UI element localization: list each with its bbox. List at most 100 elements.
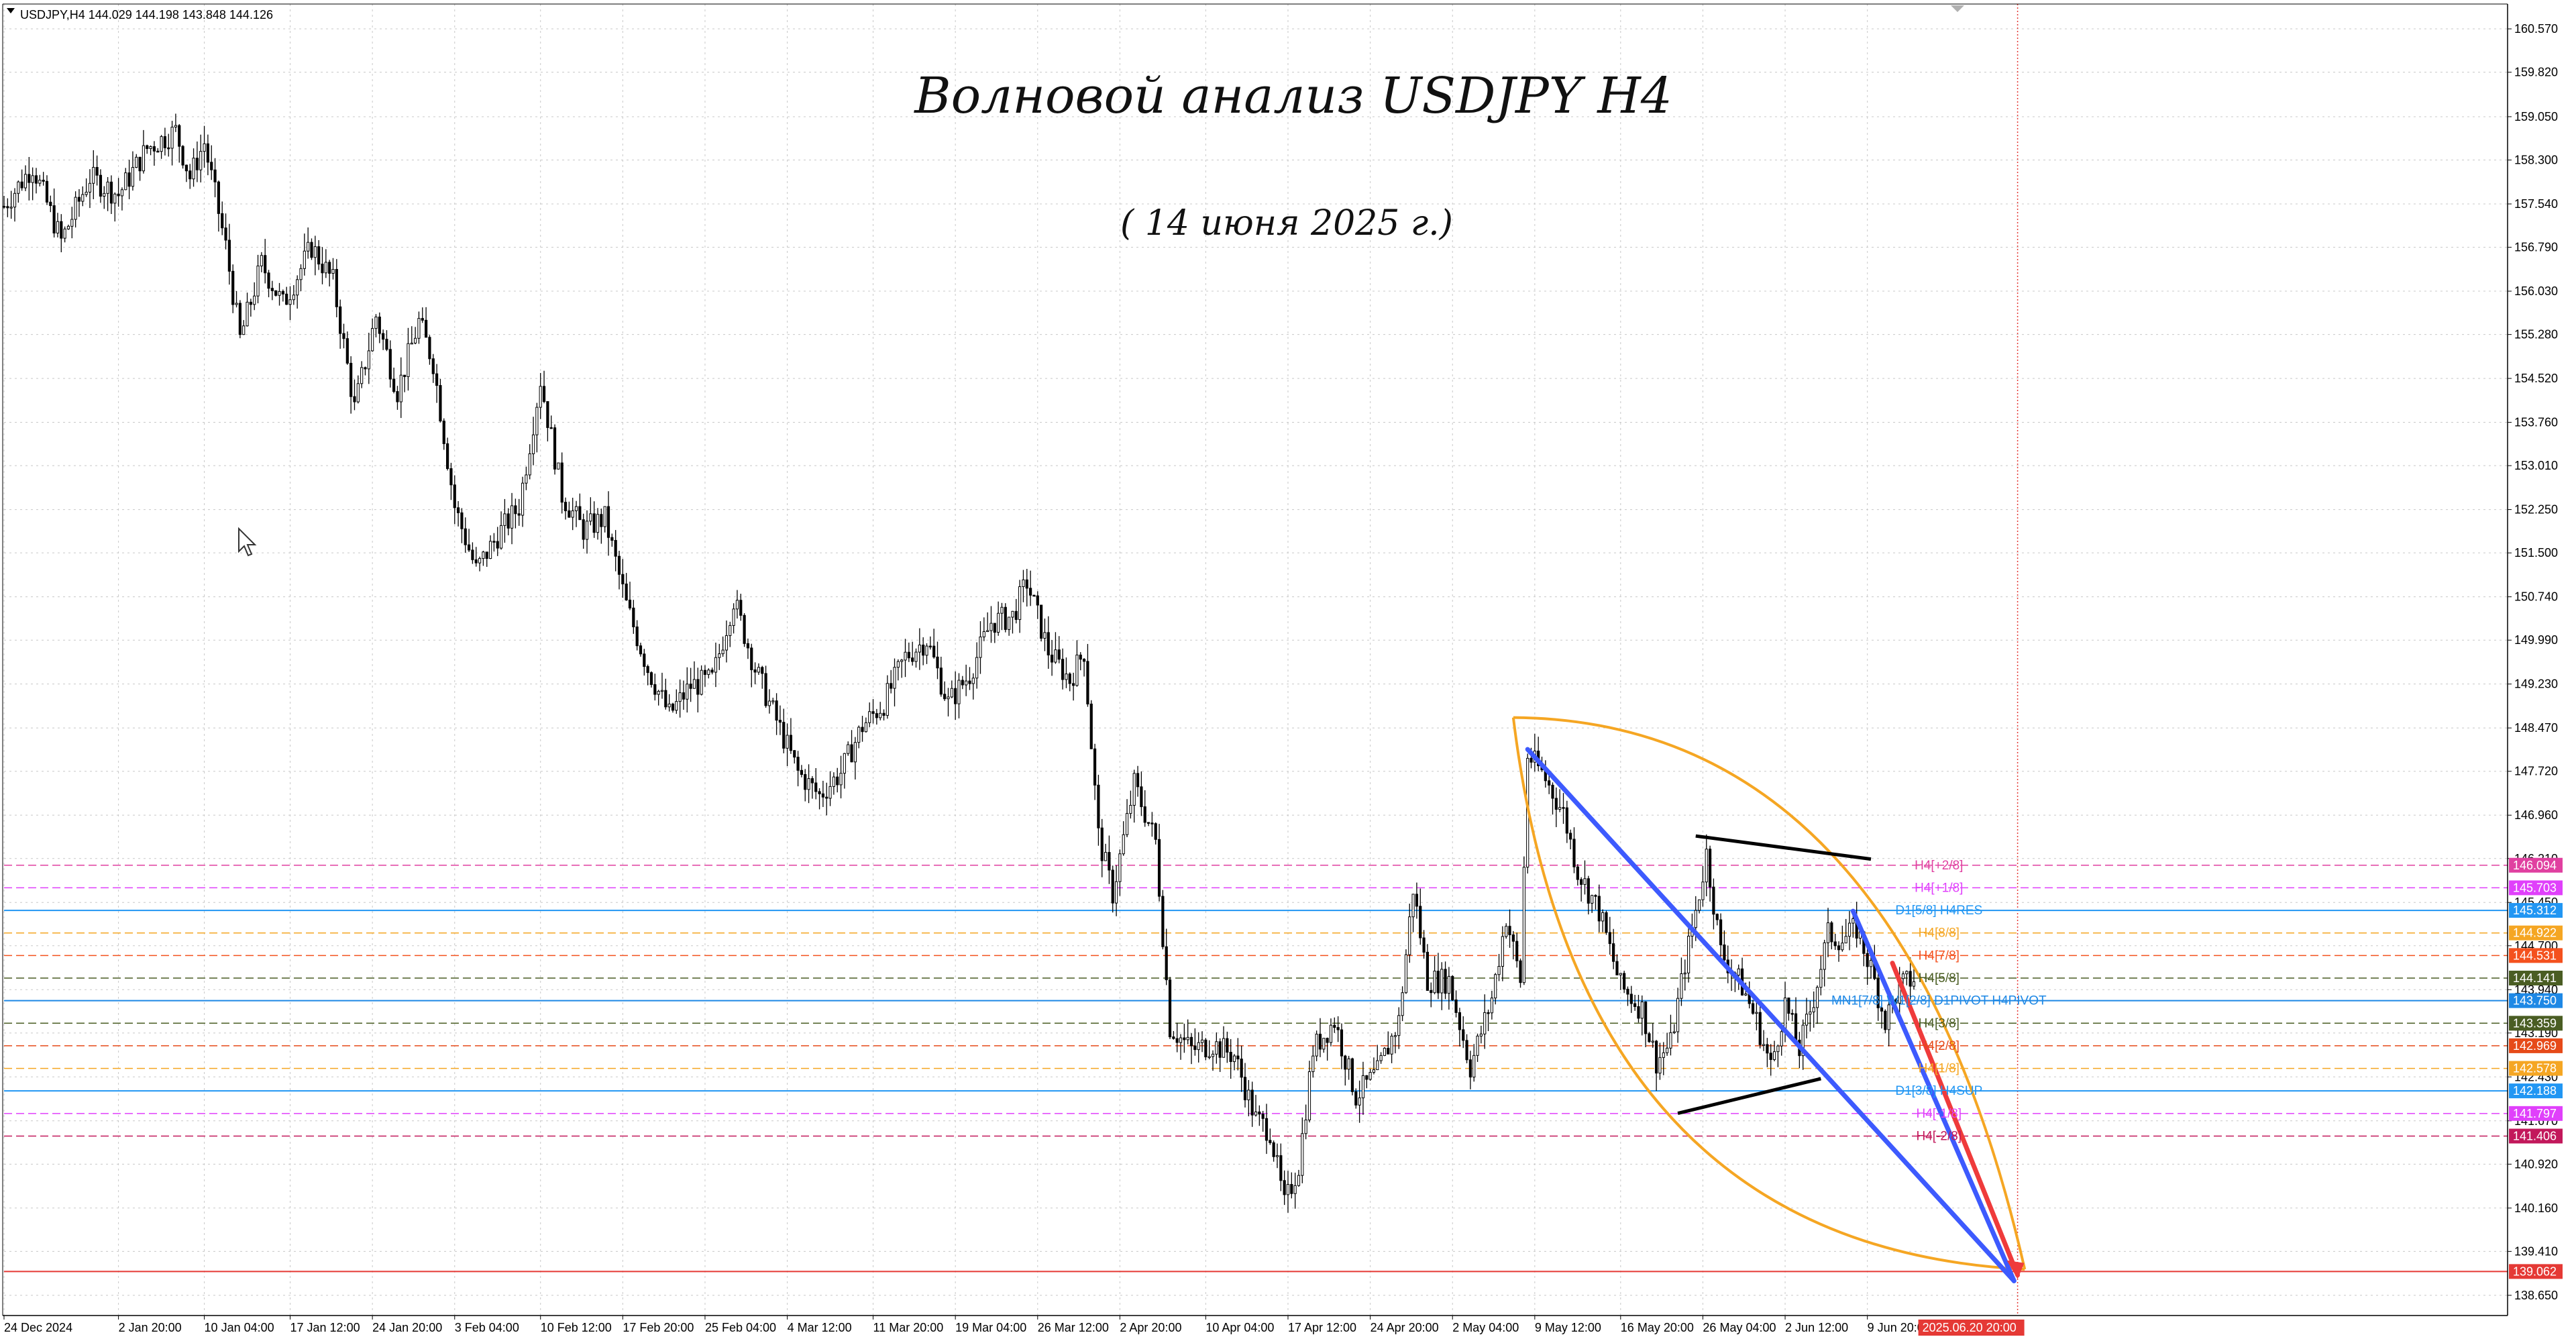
candle-body <box>1554 798 1558 810</box>
candle-body <box>1376 1060 1379 1071</box>
candle-body <box>417 318 421 339</box>
candle-body <box>496 541 499 549</box>
candle-body <box>753 669 757 673</box>
level-label: D1[5/8] H4RES <box>1895 904 1982 918</box>
candle-body <box>954 688 957 704</box>
candle-body <box>625 583 628 600</box>
candle-body <box>428 337 431 360</box>
candle-body <box>606 506 610 538</box>
candle-body <box>1580 879 1583 885</box>
candle-body <box>628 599 632 608</box>
candle-body <box>1365 1075 1368 1080</box>
chart-title: Волновой анализ USDJPY H4 <box>913 67 1672 125</box>
candle-body <box>135 156 138 168</box>
candle-body <box>1676 998 1680 1032</box>
candle-body <box>1830 922 1833 943</box>
candle-body <box>321 264 324 274</box>
candle-body <box>1018 586 1022 621</box>
candle-body <box>1637 1006 1640 1019</box>
candle-body <box>1683 972 1686 975</box>
candle-body <box>1815 987 1819 1008</box>
price-badge-label: 142.188 <box>2513 1084 2557 1097</box>
candle-body <box>1705 849 1708 883</box>
candle-body <box>778 720 782 723</box>
candle-body <box>17 181 20 194</box>
candle-body <box>213 169 217 182</box>
candle-body <box>1415 894 1419 907</box>
candle-body <box>1605 912 1608 933</box>
candle-body <box>1669 1032 1672 1049</box>
candle-body <box>739 600 743 616</box>
candle-body <box>1132 773 1136 806</box>
candle-body <box>682 692 686 700</box>
candle-body <box>1794 1013 1798 1040</box>
candle-body <box>1390 1035 1393 1055</box>
candle-body <box>238 303 241 335</box>
price-tick-label: 139.410 <box>2514 1244 2558 1258</box>
candle-body <box>138 156 142 172</box>
candle-body <box>396 391 399 403</box>
chart-menu-icon[interactable] <box>7 8 15 13</box>
candle-body <box>761 667 764 674</box>
candle-body <box>1422 937 1426 953</box>
candle-body <box>120 189 124 197</box>
candle-body <box>793 750 796 758</box>
candle-body <box>1051 654 1054 663</box>
candle-body <box>227 239 231 272</box>
time-tick-label: 26 May 04:00 <box>1703 1321 1776 1334</box>
candle-body <box>1776 1045 1780 1053</box>
candle-body <box>1476 1035 1479 1056</box>
price-tick-label: 156.790 <box>2514 241 2558 254</box>
candle-body <box>1787 998 1790 1014</box>
candle-body <box>471 549 474 560</box>
candle-body <box>99 174 103 197</box>
candle-body <box>124 172 127 191</box>
candle-body <box>1301 1133 1304 1176</box>
candle-body <box>1175 1038 1179 1043</box>
time-tick-label: 24 Dec 2024 <box>4 1321 72 1334</box>
candle-body <box>904 651 907 661</box>
candle-body <box>1387 1048 1390 1055</box>
candle-body <box>1472 1055 1476 1078</box>
time-axis-panel[interactable] <box>0 1315 2509 1339</box>
candle-body <box>1805 1014 1809 1026</box>
candle-body <box>339 306 342 334</box>
candle-body <box>1025 579 1028 589</box>
candle-body <box>1655 1040 1658 1074</box>
candle-body <box>843 753 846 774</box>
candle-body <box>707 670 710 675</box>
price-badge-label: 145.703 <box>2513 881 2557 894</box>
candle-body <box>410 342 413 345</box>
candle-body <box>206 143 209 163</box>
candle-body <box>721 649 724 655</box>
candle-body <box>1165 946 1168 981</box>
price-tick-label: 148.470 <box>2514 721 2558 735</box>
candle-body <box>832 776 835 787</box>
candle-body <box>1008 617 1011 630</box>
candle-body <box>1823 942 1826 970</box>
time-tick-label: 10 Apr 04:00 <box>1205 1321 1274 1334</box>
time-tick-label: 10 Feb 12:00 <box>541 1321 612 1334</box>
candle-body <box>1626 988 1629 995</box>
future-time-badge <box>1918 1320 2025 1336</box>
candle-body <box>1648 1033 1651 1042</box>
candle-body <box>750 647 753 670</box>
candle-body <box>1011 610 1014 618</box>
candle-body <box>1701 881 1705 900</box>
price-tick-label: 151.500 <box>2514 546 2558 559</box>
candle-body <box>1494 974 1497 999</box>
level-lines <box>4 865 2508 1273</box>
level-labels: H4[+2/8] H4[+1/8] D1[5/8] H4RES H4[8/8] H4[7… <box>1831 859 2047 1144</box>
shift-marker-icon[interactable] <box>1951 5 1964 12</box>
candle-body <box>639 645 643 655</box>
price-tick-label: 138.650 <box>2514 1289 2558 1302</box>
candle-body <box>414 337 417 343</box>
candle-body <box>1068 674 1071 684</box>
price-tick-label: 147.720 <box>2514 765 2558 778</box>
candle-body <box>85 191 88 195</box>
candle-body <box>1379 1055 1383 1061</box>
price-tick-label: 140.160 <box>2514 1201 2558 1215</box>
price-tick-label: 154.520 <box>2514 372 2558 385</box>
wave-line <box>1890 961 2021 1278</box>
